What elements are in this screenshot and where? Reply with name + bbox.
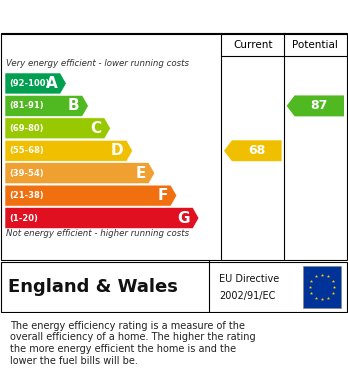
Text: (55-68): (55-68) xyxy=(9,146,44,155)
Text: (39-54): (39-54) xyxy=(9,169,44,178)
Polygon shape xyxy=(5,140,133,161)
Text: E: E xyxy=(135,166,146,181)
Polygon shape xyxy=(287,95,344,117)
Text: Very energy efficient - lower running costs: Very energy efficient - lower running co… xyxy=(6,59,189,68)
Text: 2002/91/EC: 2002/91/EC xyxy=(219,291,276,301)
Text: Not energy efficient - higher running costs: Not energy efficient - higher running co… xyxy=(6,229,189,238)
Text: Current: Current xyxy=(233,40,272,50)
Text: EU Directive: EU Directive xyxy=(219,274,279,284)
Polygon shape xyxy=(5,163,155,184)
Text: 68: 68 xyxy=(248,144,266,157)
Text: (69-80): (69-80) xyxy=(9,124,44,133)
Text: A: A xyxy=(46,76,57,91)
Text: F: F xyxy=(157,188,168,203)
Text: (92-100): (92-100) xyxy=(9,79,49,88)
Polygon shape xyxy=(5,95,88,117)
Text: G: G xyxy=(177,210,190,226)
Polygon shape xyxy=(5,118,111,139)
Polygon shape xyxy=(224,140,282,161)
Polygon shape xyxy=(5,185,177,206)
Bar xyxy=(303,266,341,308)
Text: The energy efficiency rating is a measure of the
overall efficiency of a home. T: The energy efficiency rating is a measur… xyxy=(10,321,256,366)
Polygon shape xyxy=(5,208,199,228)
Text: England & Wales: England & Wales xyxy=(8,278,178,296)
Text: Potential: Potential xyxy=(292,40,338,50)
Text: (81-91): (81-91) xyxy=(9,101,44,110)
Text: D: D xyxy=(111,143,124,158)
Text: (1-20): (1-20) xyxy=(9,213,38,222)
Text: Energy Efficiency Rating: Energy Efficiency Rating xyxy=(10,9,220,23)
Text: B: B xyxy=(68,99,79,113)
Text: C: C xyxy=(90,121,102,136)
Text: (21-38): (21-38) xyxy=(9,191,44,200)
Polygon shape xyxy=(5,73,66,94)
Text: 87: 87 xyxy=(311,99,328,112)
